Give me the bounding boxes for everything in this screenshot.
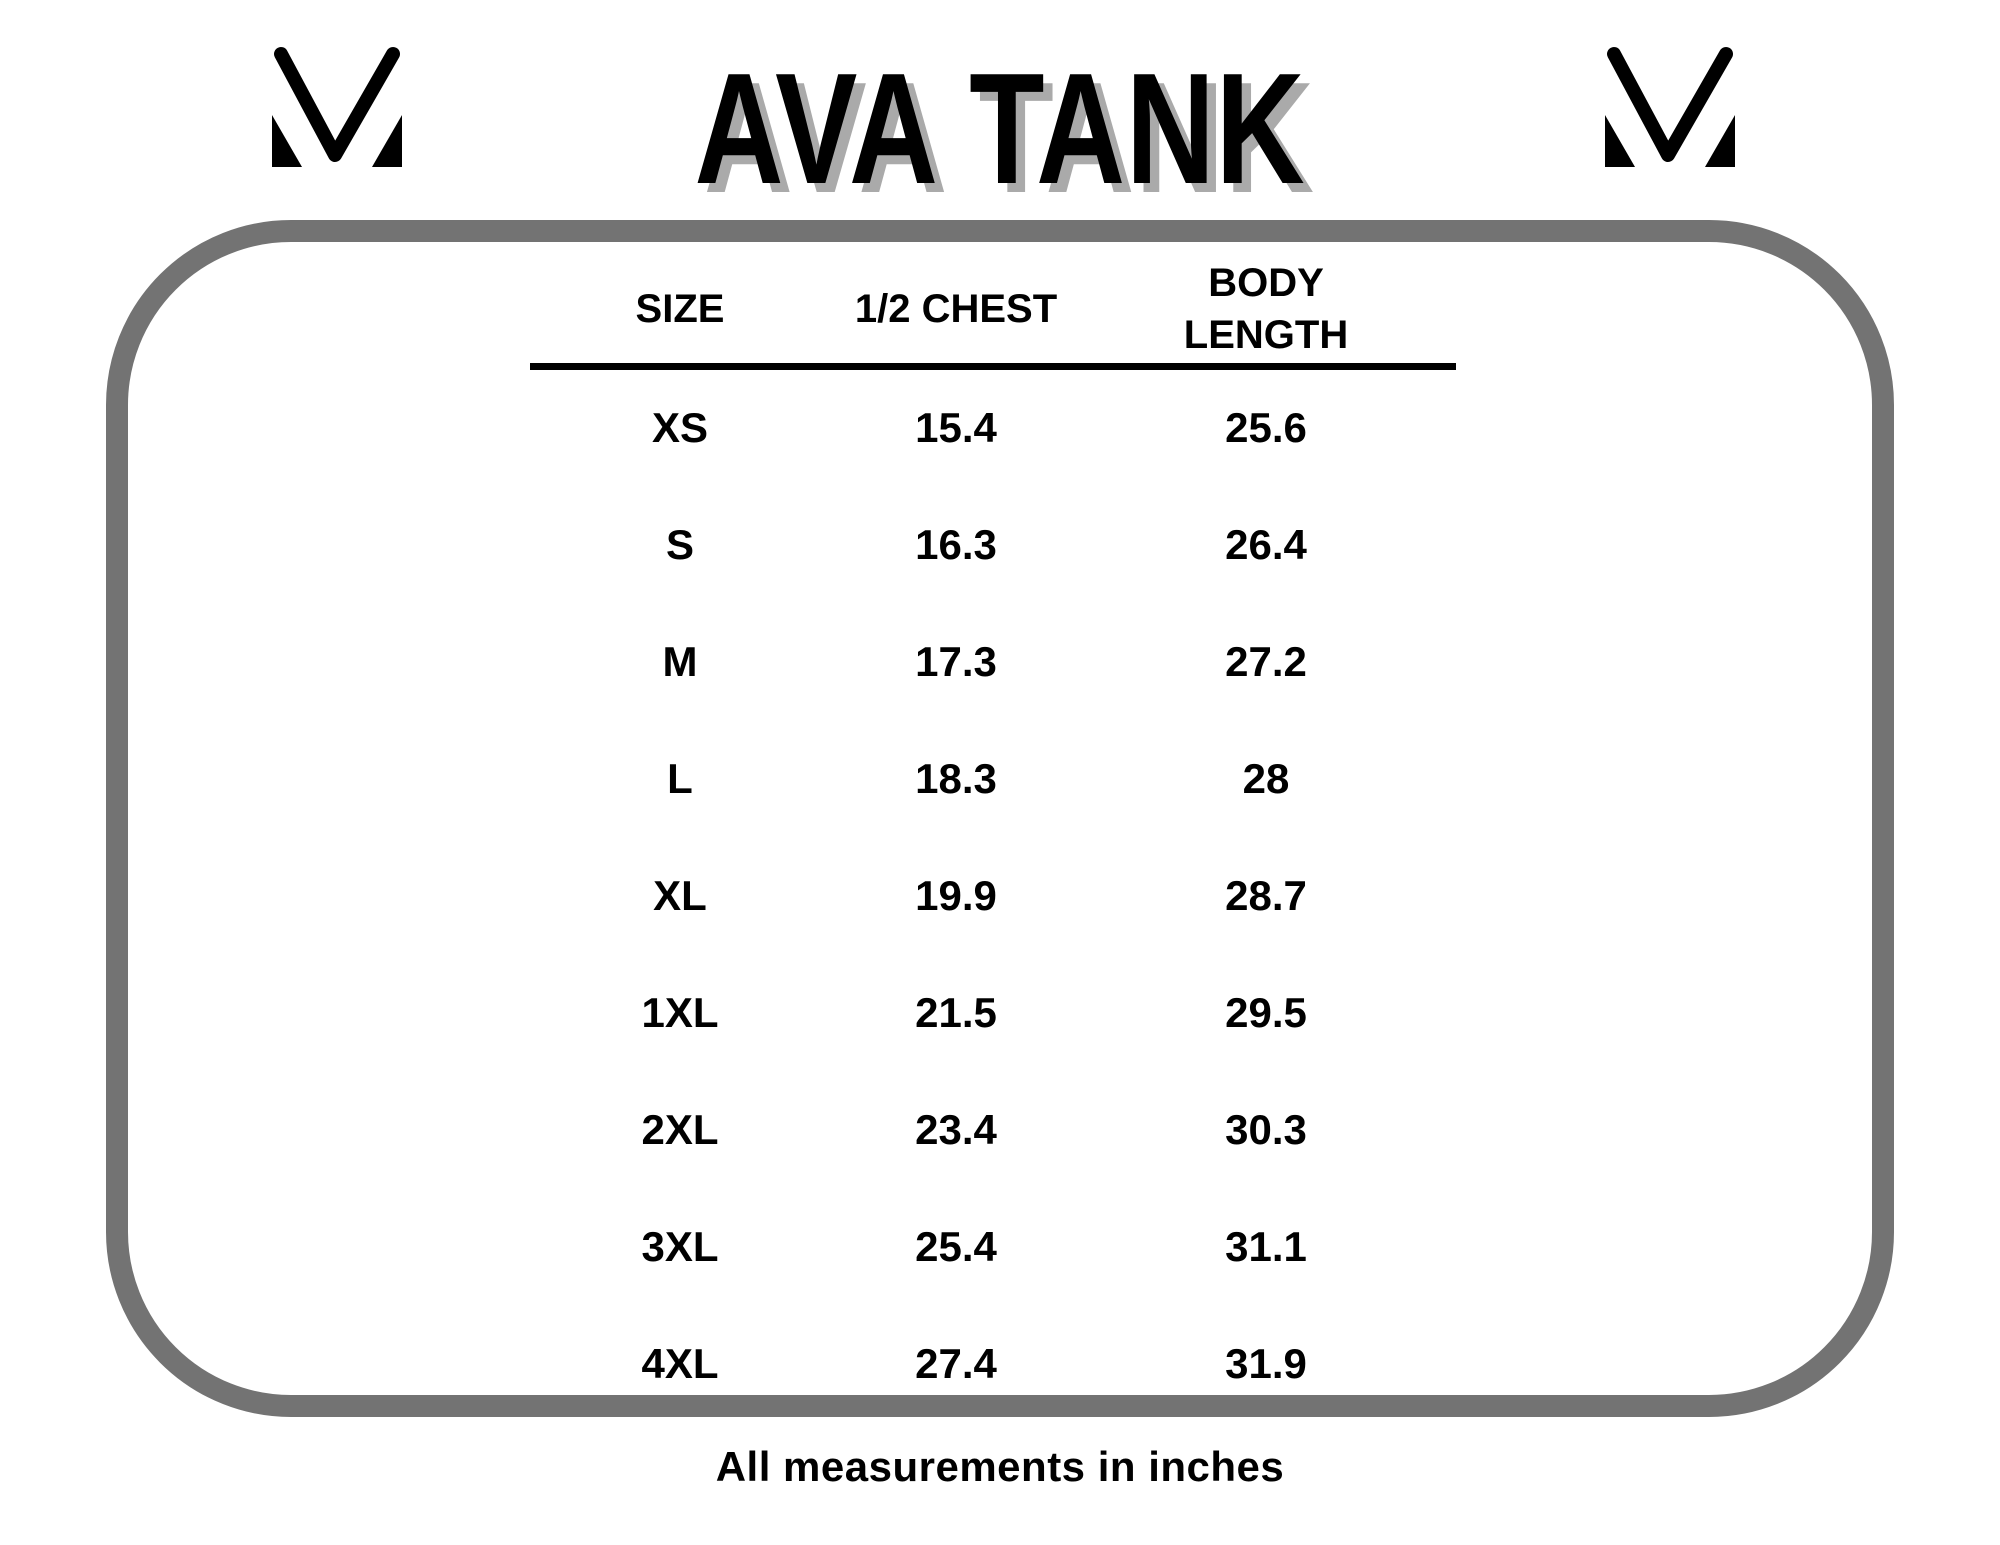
body-length-value: 27.2 (1225, 638, 1307, 686)
column-header-body-length-label: BODY LENGTH (1183, 261, 1349, 357)
table-header-row: SIZE 1/2 CHEST BODY LENGTH (520, 255, 1460, 363)
page-title: AVA TANK (694, 41, 1306, 217)
body-length-value: 31.1 (1225, 1223, 1307, 1271)
column-header-body-length: BODY LENGTH (1072, 257, 1460, 361)
table-row: M 17.3 27.2 (520, 604, 1460, 721)
half-chest-value: 17.3 (915, 638, 997, 686)
half-chest-value: 21.5 (915, 989, 997, 1037)
half-chest-value: 19.9 (915, 872, 997, 920)
body-length-value: 28 (1242, 755, 1290, 803)
size-label: 1XL (641, 989, 719, 1037)
table-row: S 16.3 26.4 (520, 487, 1460, 604)
size-label: M (662, 638, 698, 686)
header-divider-line (530, 363, 1456, 370)
table-row: XS 15.4 25.6 (520, 370, 1460, 487)
half-chest-value: 15.4 (915, 404, 997, 452)
brand-m-logo-icon (272, 47, 402, 167)
body-length-value: 29.5 (1225, 989, 1307, 1037)
size-label: S (665, 521, 694, 569)
brand-m-logo-icon (1605, 47, 1735, 167)
size-label: XS (651, 404, 709, 452)
half-chest-value: 23.4 (915, 1106, 997, 1154)
table-row: 4XL 27.4 31.9 (520, 1306, 1460, 1423)
body-length-value: 25.6 (1225, 404, 1307, 452)
table-row: 3XL 25.4 31.1 (520, 1189, 1460, 1306)
measurement-unit-note: All measurements in inches (715, 1443, 1285, 1490)
half-chest-value: 27.4 (915, 1340, 997, 1388)
table-row: L 18.3 28 (520, 721, 1460, 838)
size-label: 3XL (641, 1223, 719, 1271)
column-header-half-chest: 1/2 CHEST (854, 287, 1058, 331)
table-row: 2XL 23.4 30.3 (520, 1072, 1460, 1189)
table-row: XL 19.9 28.7 (520, 838, 1460, 955)
half-chest-value: 25.4 (915, 1223, 997, 1271)
half-chest-value: 18.3 (915, 755, 997, 803)
size-label: L (667, 755, 693, 803)
size-label: XL (653, 872, 707, 920)
table-body: XS 15.4 25.6 S 16.3 26.4 M 17.3 27.2 L 1… (520, 370, 1460, 1423)
size-chart-frame (106, 220, 1894, 1417)
half-chest-value: 16.3 (915, 521, 997, 569)
size-label: 2XL (641, 1106, 719, 1154)
body-length-value: 28.7 (1225, 872, 1307, 920)
table-row: 1XL 21.5 29.5 (520, 955, 1460, 1072)
size-label: 4XL (641, 1340, 719, 1388)
body-length-value: 30.3 (1225, 1106, 1307, 1154)
body-length-value: 31.9 (1225, 1340, 1307, 1388)
column-header-size: SIZE (635, 287, 725, 331)
body-length-value: 26.4 (1225, 521, 1307, 569)
size-chart-table: SIZE 1/2 CHEST BODY LENGTH XS 15.4 25.6 … (520, 255, 1460, 1423)
